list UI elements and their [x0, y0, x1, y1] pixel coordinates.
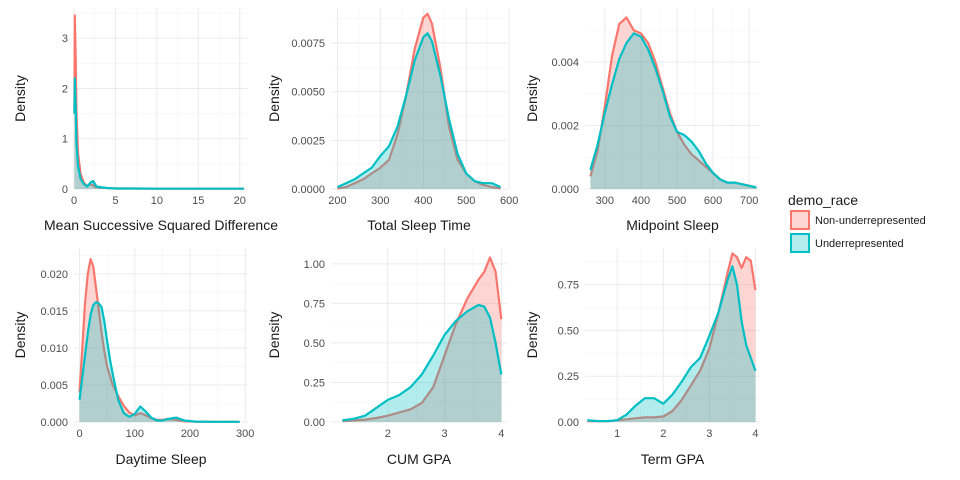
x-tick-label: 2	[385, 428, 391, 440]
y-tick-label: 0.0000	[291, 184, 325, 196]
y-tick-label: 2	[62, 83, 68, 95]
x-tick-label: 200	[181, 428, 199, 440]
y-axis-label: Density	[12, 75, 28, 122]
density-area-underrepresented	[74, 78, 244, 189]
density-line-non-underrepresented	[78, 258, 240, 423]
x-tick-label: 2	[660, 428, 666, 440]
x-tick-label: 15	[192, 195, 204, 207]
x-tick-label: 1	[614, 428, 620, 440]
y-tick-label: 0.75	[304, 298, 325, 310]
x-tick-label: 0	[76, 428, 82, 440]
x-tick-label: 400	[414, 195, 432, 207]
y-tick-label: 0.005	[40, 380, 68, 392]
y-tick-label: 0.50	[558, 325, 579, 337]
y-tick-label: 0.50	[304, 338, 325, 350]
y-tick-label: 0.25	[558, 371, 579, 383]
y-tick-label: 1.00	[304, 259, 325, 271]
density-line-underrepresented	[78, 301, 240, 423]
y-tick-label: 0.002	[551, 120, 579, 132]
density-line-underrepresented	[73, 77, 244, 190]
density-area-underrepresented	[590, 33, 757, 190]
y-tick-label: 0.000	[40, 417, 68, 429]
x-tick-label: 4	[752, 428, 758, 440]
legend-swatch-underrepresented	[790, 233, 810, 253]
panel-4: 0 100 200 300 0.000 0.005 0.010 0.015 0.020 Densi…	[12, 248, 254, 467]
x-tick-label: 400	[632, 195, 650, 207]
density-line-non-underrepresented	[342, 256, 503, 423]
y-tick-label: 0.75	[558, 280, 579, 292]
x-tick-label: 300	[596, 195, 614, 207]
y-tick-label: 0	[62, 184, 68, 196]
legend-title: demo_race	[788, 192, 858, 208]
x-tick-label: 5	[112, 195, 118, 207]
density-line-underrepresented	[336, 32, 502, 189]
density-line-underrepresented	[589, 32, 757, 189]
y-tick-label: 0.0025	[291, 135, 325, 147]
y-axis-label: Density	[524, 75, 540, 122]
y-tick-label: 0.0050	[291, 87, 325, 99]
x-tick-label: 600	[500, 195, 518, 207]
x-tick-label: 300	[236, 428, 254, 440]
density-area-non-underrepresented	[590, 17, 757, 189]
panel-6: 1 2 3 4 0.00 0.25 0.50 0.75 Density Term GPA	[524, 248, 760, 467]
y-tick-label: 0.00	[304, 417, 325, 429]
y-tick-label: 0.00	[558, 417, 579, 429]
legend-swatch-non-underrepresented	[790, 210, 810, 230]
y-tick-label: 0.0075	[291, 38, 325, 50]
y-axis-label: Density	[266, 312, 282, 359]
x-tick-label: 200	[328, 195, 346, 207]
density-area-non-underrepresented	[587, 253, 756, 422]
y-tick-label: 0.010	[40, 343, 68, 355]
density-line-non-underrepresented	[73, 14, 244, 190]
x-axis-label: Total Sleep Time	[367, 217, 471, 233]
x-tick-label: 500	[457, 195, 475, 207]
x-tick-label: 700	[740, 195, 758, 207]
panel-2: 200 300 400 500 600 0.0000 0.0025 0.0050 0.0075 D…	[266, 8, 518, 233]
density-area-underrepresented	[79, 302, 240, 422]
x-axis-label: Mean Successive Squared Difference	[44, 217, 278, 233]
y-axis-label: Density	[524, 312, 540, 359]
density-area-non-underrepresented	[342, 257, 502, 422]
x-tick-label: 500	[668, 195, 686, 207]
y-tick-label: 0.015	[40, 306, 68, 318]
y-tick-label: 0.000	[551, 184, 579, 196]
panel-1: 0 5 10 15 20 0 1 2 3 Density Mean Successive Squar…	[12, 8, 278, 233]
x-tick-label: 100	[126, 428, 144, 440]
density-line-underrepresented	[342, 303, 503, 422]
y-tick-label: 3	[62, 33, 68, 45]
x-axis-label: Daytime Sleep	[115, 451, 206, 467]
y-tick-label: 0.004	[551, 57, 579, 69]
density-line-underrepresented	[587, 265, 757, 423]
x-tick-label: 20	[234, 195, 246, 207]
density-area-non-underrepresented	[337, 13, 501, 189]
legend-label-non-underrepresented: Non-underrepresented	[815, 215, 926, 227]
density-area-underrepresented	[337, 33, 501, 189]
density-area-non-underrepresented	[79, 259, 240, 422]
x-axis-label: Term GPA	[641, 451, 705, 467]
legend-label-underrepresented: Underrepresented	[815, 238, 904, 250]
panel-3: 300 400 500 600 700 0.000 0.002 0.004 Density Mid…	[524, 8, 760, 233]
x-axis-label: CUM GPA	[387, 451, 452, 467]
density-area-underrepresented	[342, 304, 502, 422]
y-tick-label: 1	[62, 134, 68, 146]
y-axis-label: Density	[12, 312, 28, 359]
x-tick-label: 600	[704, 195, 722, 207]
y-axis-label: Density	[266, 75, 282, 122]
panel-5: 2 3 4 0.00 0.25 0.50 0.75 1.00 Density CUM GPA	[266, 248, 507, 467]
density-line-non-underrepresented	[587, 252, 757, 423]
x-tick-label: 4	[498, 428, 504, 440]
x-tick-label: 0	[71, 195, 77, 207]
x-tick-label: 3	[706, 428, 712, 440]
density-area-underrepresented	[587, 266, 756, 422]
y-tick-label: 0.25	[304, 377, 325, 389]
x-tick-label: 300	[371, 195, 389, 207]
x-tick-label: 3	[441, 428, 447, 440]
legend: demo_race Non-underrepresented Underrepr…	[788, 192, 926, 253]
x-axis-label: Midpoint Sleep	[626, 217, 719, 233]
x-tick-label: 10	[151, 195, 163, 207]
density-area-non-underrepresented	[74, 15, 244, 189]
y-tick-label: 0.020	[40, 269, 68, 281]
